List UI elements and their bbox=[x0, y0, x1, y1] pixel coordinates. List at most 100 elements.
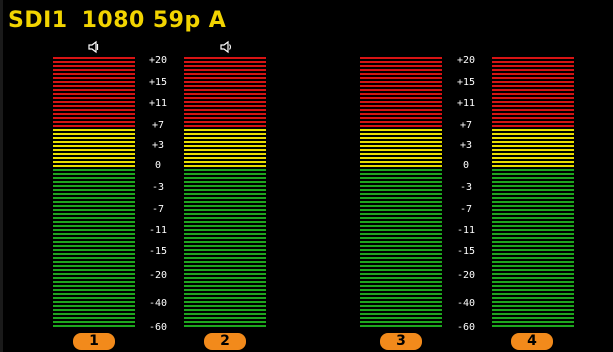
db-scale-label: 0 bbox=[154, 160, 162, 171]
meter-segment bbox=[360, 93, 442, 95]
meter-segment bbox=[360, 101, 442, 103]
meter-segment bbox=[53, 113, 135, 115]
meter-segment bbox=[360, 125, 442, 127]
meter-segment bbox=[360, 77, 442, 79]
meter-segment bbox=[360, 281, 442, 283]
meter-segment bbox=[53, 153, 135, 155]
meter-segment bbox=[492, 57, 574, 59]
meter-segment bbox=[492, 273, 574, 275]
meter-segment bbox=[492, 229, 574, 231]
meter-segment bbox=[184, 309, 266, 311]
meter-segment bbox=[184, 197, 266, 199]
meter-segment bbox=[360, 89, 442, 91]
meter-segment bbox=[184, 325, 266, 327]
meter-segment bbox=[360, 117, 442, 119]
meter-segment bbox=[492, 113, 574, 115]
meter-segment bbox=[360, 209, 442, 211]
meter-segment bbox=[53, 213, 135, 215]
meter-segment bbox=[184, 269, 266, 271]
meter-segment bbox=[492, 125, 574, 127]
meter-segment bbox=[53, 325, 135, 327]
meter-segment bbox=[492, 201, 574, 203]
meter-segment bbox=[53, 85, 135, 87]
db-scale-label: +20 bbox=[456, 55, 476, 66]
meter-segment bbox=[492, 269, 574, 271]
db-scale-label: -7 bbox=[459, 204, 473, 215]
meter-segment bbox=[53, 165, 135, 167]
meter-segment bbox=[53, 321, 135, 323]
db-scale-label: +15 bbox=[456, 77, 476, 88]
meter-segment bbox=[492, 205, 574, 207]
meter-segment bbox=[53, 269, 135, 271]
meter-segment bbox=[53, 145, 135, 147]
meter-segment bbox=[492, 61, 574, 63]
meter-segment bbox=[184, 253, 266, 255]
meter-segment bbox=[184, 189, 266, 191]
meter-segment bbox=[53, 169, 135, 171]
db-scale-label: -60 bbox=[456, 322, 476, 333]
meter-segment bbox=[492, 169, 574, 171]
meter-segment bbox=[360, 289, 442, 291]
meter-segment bbox=[492, 249, 574, 251]
meter-segment bbox=[184, 217, 266, 219]
meter-segment bbox=[360, 177, 442, 179]
db-scale-label: +3 bbox=[151, 140, 165, 151]
meter-segment bbox=[492, 325, 574, 327]
channel-2-badge[interactable]: 2 bbox=[204, 333, 246, 350]
speaker-muted-icon[interactable] bbox=[87, 40, 101, 54]
meter-segment bbox=[492, 109, 574, 111]
meter-segment bbox=[492, 209, 574, 211]
meter-segment bbox=[360, 201, 442, 203]
meter-segment bbox=[184, 129, 266, 131]
meter-segment bbox=[360, 193, 442, 195]
channel-1-badge[interactable]: 1 bbox=[73, 333, 115, 350]
meter-segment bbox=[360, 277, 442, 279]
meter-segment bbox=[53, 157, 135, 159]
level-meter-ch2 bbox=[184, 57, 266, 328]
meter-segment bbox=[360, 105, 442, 107]
meter-segment bbox=[184, 237, 266, 239]
meter-segment bbox=[53, 289, 135, 291]
meter-segment bbox=[184, 265, 266, 267]
channel-4-badge[interactable]: 4 bbox=[511, 333, 553, 350]
rate-label: 59p bbox=[152, 8, 201, 33]
db-scale-label: +11 bbox=[456, 98, 476, 109]
meter-segment bbox=[53, 109, 135, 111]
db-scale-label: -7 bbox=[151, 204, 165, 215]
meter-segment bbox=[492, 237, 574, 239]
meter-segment bbox=[492, 281, 574, 283]
db-scale-label: +3 bbox=[459, 140, 473, 151]
meter-segment bbox=[53, 225, 135, 227]
meter-segment bbox=[53, 181, 135, 183]
meter-segment bbox=[492, 161, 574, 163]
meter-segment bbox=[492, 89, 574, 91]
meter-segment bbox=[53, 121, 135, 123]
meter-segment bbox=[360, 109, 442, 111]
meter-segment bbox=[492, 317, 574, 319]
meter-segment bbox=[184, 281, 266, 283]
meter-segment bbox=[360, 57, 442, 59]
meter-segment bbox=[492, 253, 574, 255]
meter-segment bbox=[492, 149, 574, 151]
meter-segment bbox=[184, 249, 266, 251]
meter-segment bbox=[184, 313, 266, 315]
meter-segment bbox=[184, 133, 266, 135]
meter-segment bbox=[492, 213, 574, 215]
meter-segment bbox=[53, 257, 135, 259]
meter-segment bbox=[184, 137, 266, 139]
meter-segment bbox=[360, 153, 442, 155]
meter-segment bbox=[360, 237, 442, 239]
meter-segment bbox=[184, 305, 266, 307]
meter-segment bbox=[492, 221, 574, 223]
meter-segment bbox=[53, 237, 135, 239]
meter-segment bbox=[53, 177, 135, 179]
channel-3-badge[interactable]: 3 bbox=[380, 333, 422, 350]
meter-segment bbox=[492, 133, 574, 135]
meter-segment bbox=[492, 185, 574, 187]
db-scale-label: -60 bbox=[148, 322, 168, 333]
speaker-icon[interactable] bbox=[219, 40, 233, 54]
meter-segment bbox=[360, 161, 442, 163]
meter-segment bbox=[360, 241, 442, 243]
meter-segment bbox=[53, 309, 135, 311]
meter-segment bbox=[360, 325, 442, 327]
